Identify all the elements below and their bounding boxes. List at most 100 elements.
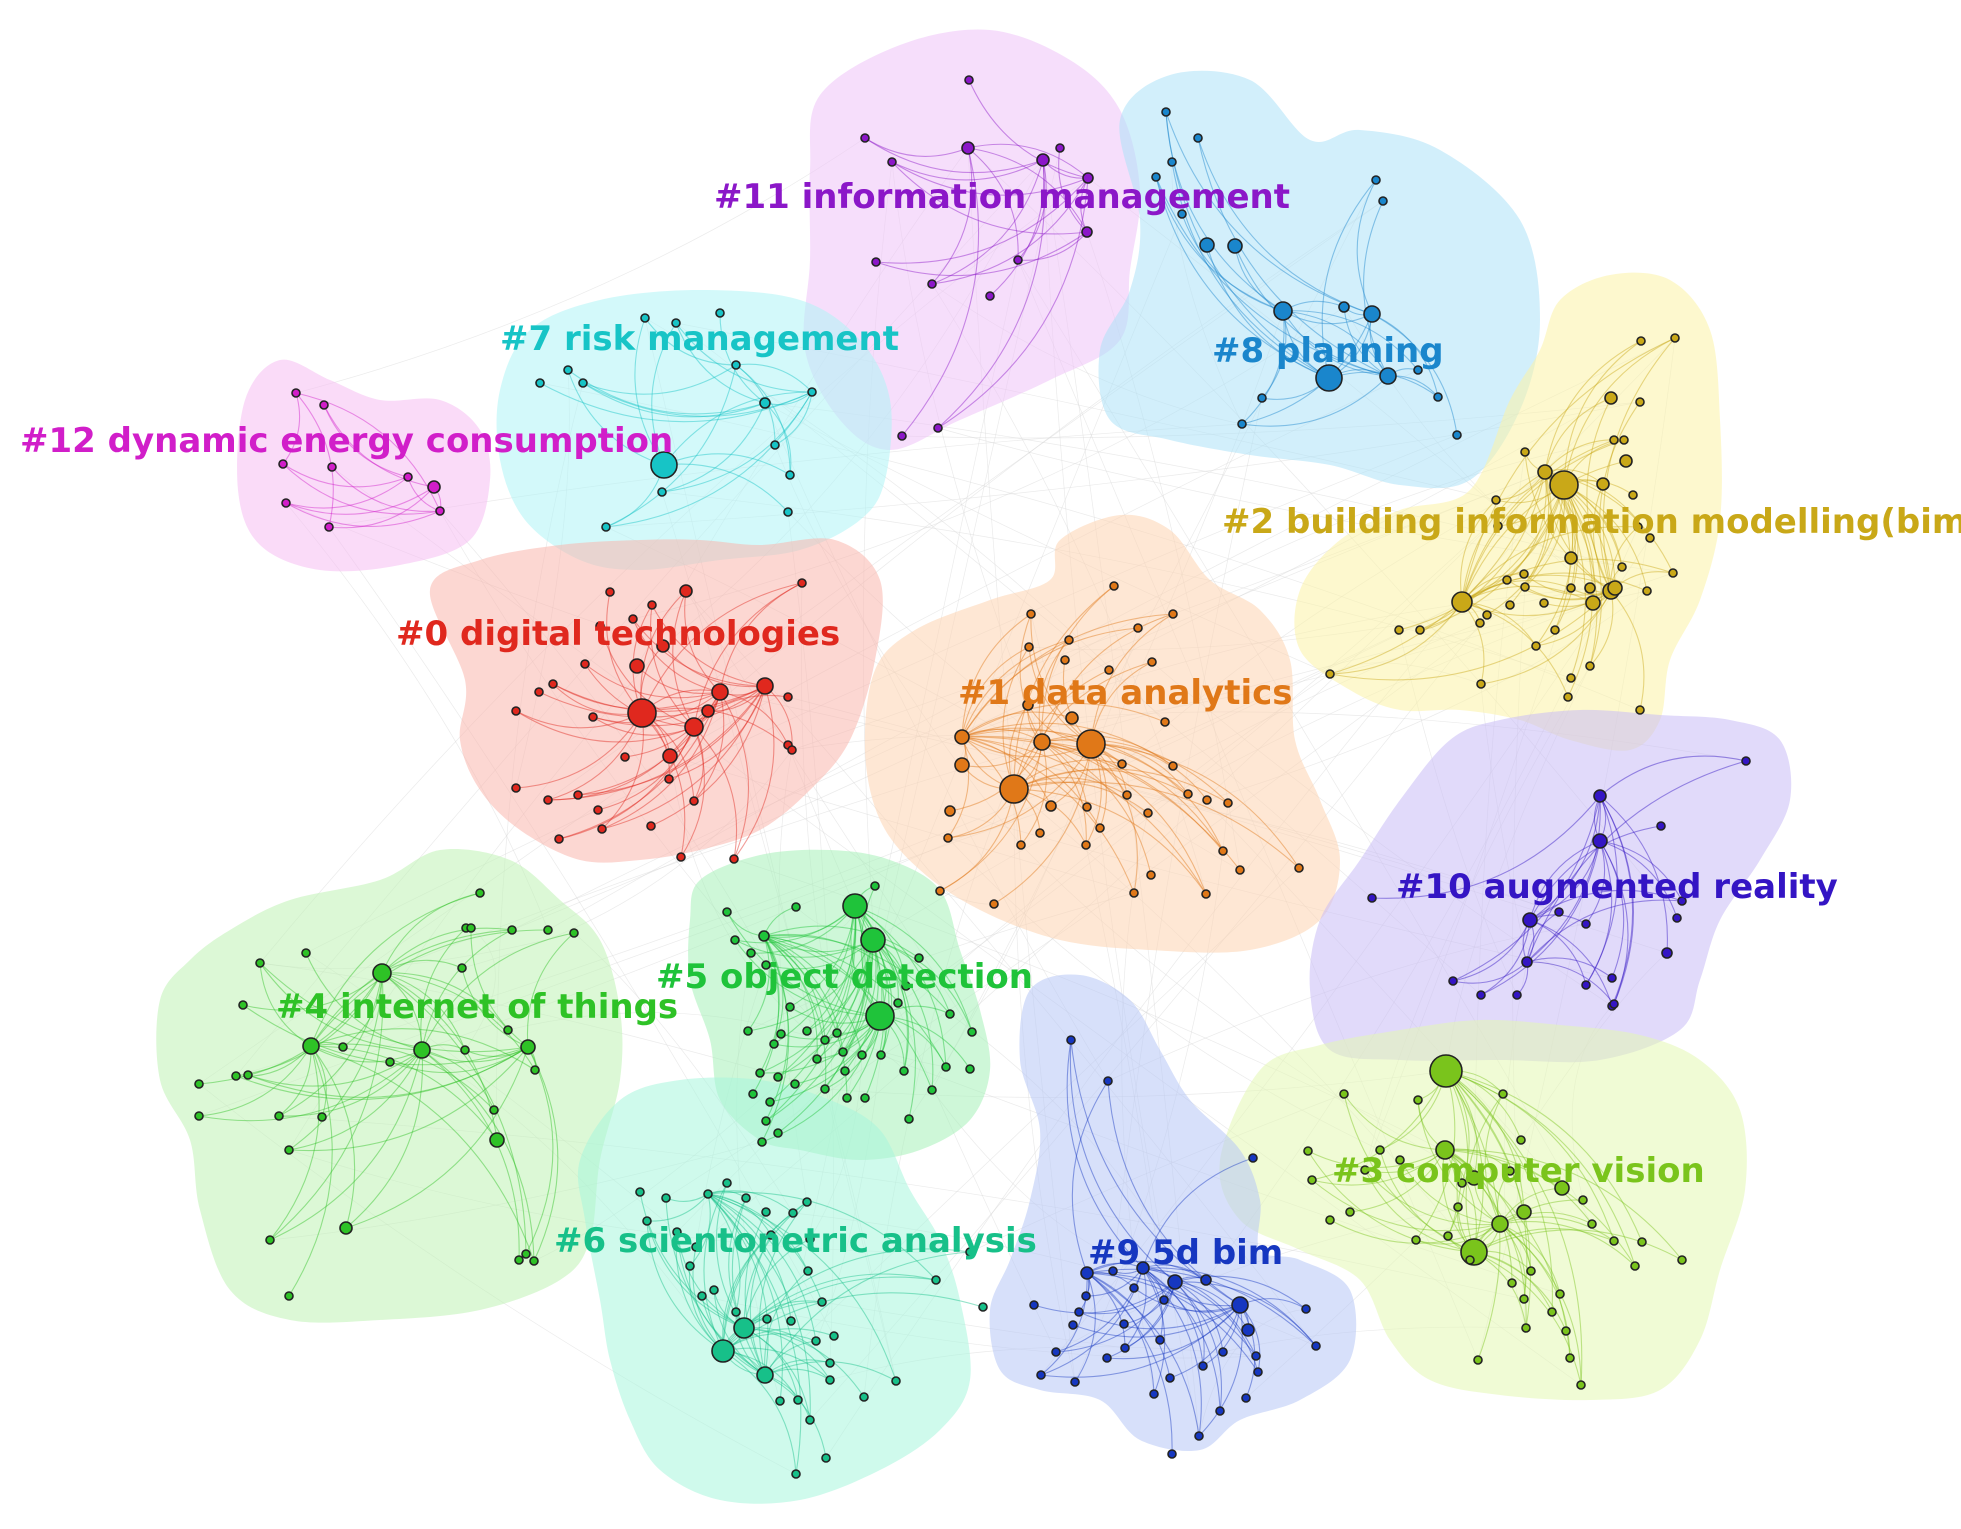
- network-node: [1235, 865, 1245, 875]
- cluster-link: [1013, 769, 1189, 795]
- cluster-link: [592, 685, 766, 727]
- network-node: [1635, 397, 1645, 407]
- cluster-link: [420, 927, 467, 1051]
- network-node: [1465, 1255, 1475, 1265]
- cluster-link: [1444, 1149, 1501, 1225]
- cluster-link: [744, 1211, 767, 1376]
- network-node: [1102, 1353, 1112, 1363]
- cluster-link: [864, 137, 1044, 174]
- network-node: [954, 757, 970, 773]
- cluster-link: [1444, 1149, 1593, 1225]
- cluster-link: [1090, 613, 1174, 745]
- cluster-link: [1599, 755, 1747, 797]
- network-node: [783, 507, 793, 517]
- cluster-link: [763, 933, 907, 987]
- cluster-link: [860, 885, 881, 1017]
- network-node: [711, 1339, 735, 1363]
- network-node: [372, 963, 392, 983]
- network-node: [1619, 435, 1629, 445]
- cluster-link: [763, 935, 947, 1068]
- network-node: [595, 621, 605, 631]
- cluster-link: [1038, 639, 1070, 743]
- cluster-link: [1142, 1267, 1202, 1437]
- cluster-link: [672, 590, 695, 728]
- network-node: [1129, 1283, 1139, 1293]
- cluster-link: [1364, 1169, 1475, 1253]
- network-node: [629, 658, 645, 674]
- network-node: [284, 1145, 294, 1155]
- network-node: [1415, 625, 1425, 635]
- cluster-link: [567, 369, 766, 415]
- cluster-link: [1371, 313, 1458, 436]
- cluster-link: [675, 322, 766, 404]
- cluster-link: [1473, 1251, 1567, 1332]
- cluster-link: [632, 618, 721, 693]
- cluster-link: [558, 726, 695, 840]
- cluster-link: [1165, 111, 1284, 312]
- cluster-link: [641, 582, 803, 714]
- cluster-link: [777, 939, 874, 1134]
- network-node: [1215, 1406, 1225, 1416]
- network-node: [1619, 454, 1633, 468]
- cluster-link: [875, 231, 1088, 277]
- cluster-link: [1460, 499, 1497, 603]
- cluster-link: [707, 1191, 937, 1281]
- cluster-link: [1529, 825, 1662, 921]
- cluster-link: [961, 627, 1139, 738]
- network-node: [842, 893, 868, 919]
- cluster-link: [961, 613, 1174, 738]
- network-node: [1036, 1370, 1046, 1380]
- network-node: [1122, 790, 1132, 800]
- network-node: [722, 907, 732, 917]
- cluster-link: [707, 1190, 794, 1214]
- cluster-link: [247, 1046, 529, 1098]
- network-node: [511, 783, 521, 793]
- cluster-link: [1526, 795, 1601, 963]
- network-node: [535, 378, 545, 388]
- network-node: [672, 1227, 682, 1237]
- cluster-link: [722, 1328, 835, 1352]
- network-node: [1581, 980, 1591, 990]
- network-node: [871, 257, 881, 267]
- cluster-link: [259, 962, 312, 1047]
- cluster-link: [381, 972, 527, 1255]
- network-node: [1550, 625, 1560, 635]
- cluster-link: [605, 391, 813, 528]
- network-node: [1183, 789, 1193, 799]
- cluster-link: [1506, 471, 1547, 581]
- network-node: [870, 881, 880, 891]
- network-node: [1033, 733, 1051, 751]
- cluster-link: [1526, 957, 1613, 979]
- cluster-link: [1041, 741, 1224, 852]
- cluster-link: [747, 939, 874, 1032]
- network-node: [1531, 641, 1541, 651]
- cluster-link: [646, 1220, 724, 1352]
- network-node: [756, 1366, 774, 1384]
- cluster-link: [961, 646, 1030, 738]
- network-node: [302, 1037, 320, 1055]
- network-node: [791, 902, 801, 912]
- label-cluster-8: #8 planning: [1212, 331, 1444, 371]
- cluster-link: [1473, 1229, 1683, 1261]
- cluster-link: [470, 927, 529, 1048]
- network-node: [628, 614, 638, 624]
- network-node: [1628, 490, 1638, 500]
- cluster-link: [310, 1045, 535, 1262]
- cluster-link: [1041, 741, 1207, 895]
- network-node: [989, 899, 999, 909]
- cluster-link: [1282, 310, 1389, 377]
- network-node: [640, 313, 650, 323]
- cluster-link: [1343, 1093, 1446, 1151]
- network-node: [664, 774, 674, 784]
- network-node: [1677, 1255, 1687, 1265]
- network-node: [1060, 655, 1070, 665]
- cluster-link: [750, 905, 856, 954]
- cluster-link: [1535, 590, 1612, 647]
- cluster-link: [947, 736, 970, 839]
- network-node: [1223, 798, 1233, 808]
- network-node: [1661, 947, 1673, 959]
- network-node: [1303, 1146, 1313, 1156]
- network-node: [627, 698, 657, 728]
- cluster-link: [1444, 1149, 1571, 1359]
- network-node: [1539, 598, 1549, 608]
